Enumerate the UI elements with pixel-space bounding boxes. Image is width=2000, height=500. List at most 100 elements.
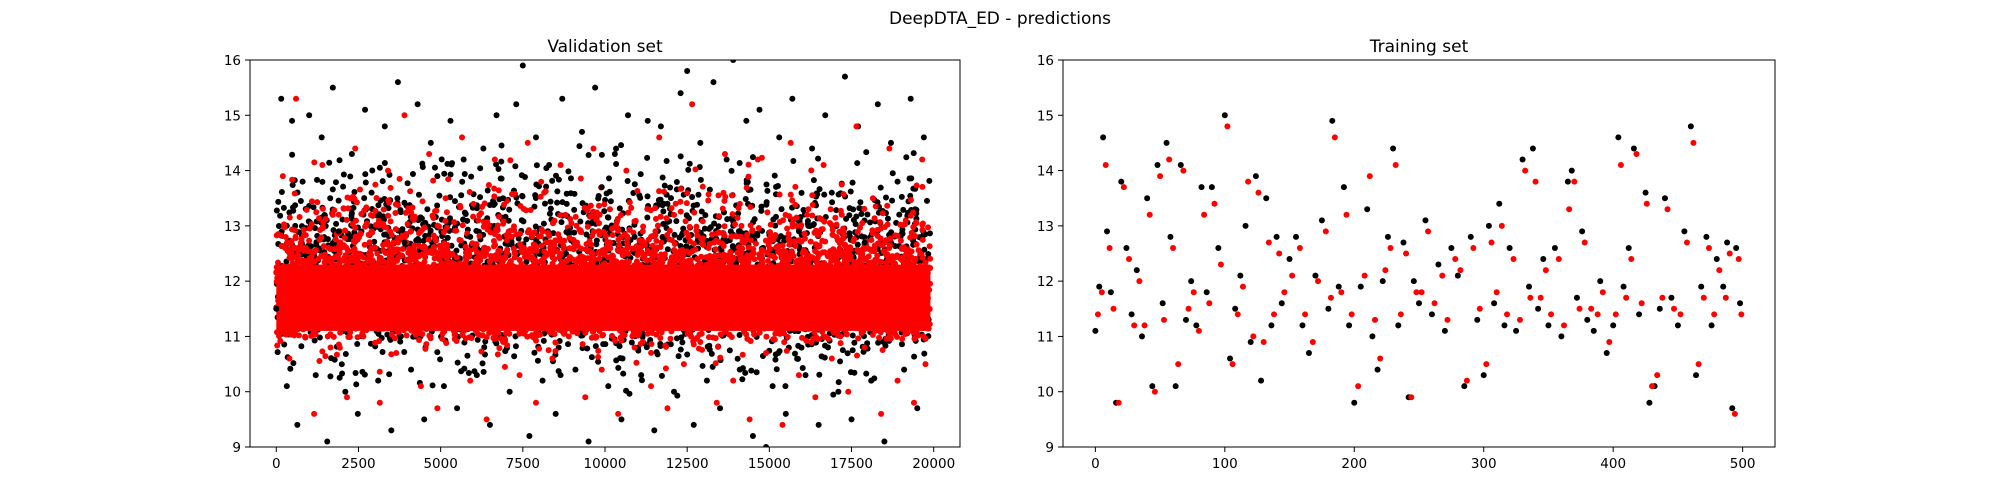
validation-background-point bbox=[479, 360, 486, 367]
validation-band-point bbox=[429, 212, 436, 219]
validation-background-point bbox=[684, 351, 691, 358]
validation-band-point bbox=[353, 199, 360, 206]
validation-band-point bbox=[601, 263, 608, 270]
validation-background-point bbox=[280, 204, 287, 211]
validation-band-point bbox=[869, 230, 876, 237]
validation-background-point bbox=[758, 207, 765, 214]
validation-band-point bbox=[590, 228, 597, 235]
validation-background-point bbox=[605, 214, 612, 221]
validation-background-point bbox=[829, 199, 836, 206]
validation-background-point bbox=[275, 198, 282, 205]
validation-background-point bbox=[327, 195, 334, 202]
validation-band-point bbox=[667, 335, 674, 342]
validation-background-point bbox=[849, 332, 856, 339]
validation-background-point bbox=[778, 206, 785, 213]
validation-band-point bbox=[567, 215, 574, 222]
validation-band-point bbox=[479, 203, 486, 210]
validation-background-point bbox=[362, 171, 369, 178]
validation-background-point bbox=[290, 360, 297, 367]
validation-band-point bbox=[809, 192, 816, 199]
validation-band-point bbox=[693, 223, 700, 230]
validation-band-point bbox=[509, 191, 516, 198]
validation-background-point bbox=[658, 372, 665, 379]
validation-background-point bbox=[588, 354, 595, 361]
validation-background-point bbox=[620, 370, 627, 377]
validation-band-point bbox=[306, 225, 313, 232]
validation-band-point bbox=[387, 184, 394, 191]
validation-background-point bbox=[702, 212, 709, 219]
validation-band-point bbox=[783, 347, 790, 354]
validation-band-point bbox=[315, 255, 322, 262]
validation-band-point bbox=[705, 191, 712, 198]
validation-background-point bbox=[359, 368, 366, 375]
validation-band-point bbox=[699, 218, 706, 225]
validation-background-point bbox=[397, 207, 404, 214]
validation-band-point bbox=[728, 192, 735, 199]
validation-background-point bbox=[667, 184, 674, 191]
validation-background-point bbox=[615, 364, 622, 371]
validation-background-point bbox=[335, 197, 342, 204]
validation-band-point bbox=[302, 232, 309, 239]
validation-band-point bbox=[721, 197, 728, 204]
validation-background-point bbox=[458, 368, 465, 375]
validation-background-point bbox=[281, 341, 288, 348]
validation-band-point bbox=[581, 204, 588, 211]
validation-band-point bbox=[809, 212, 816, 219]
validation-background-point bbox=[531, 349, 538, 356]
validation-background-point bbox=[533, 162, 540, 169]
validation-band-point bbox=[859, 220, 866, 227]
validation-band-point bbox=[445, 176, 452, 183]
validation-background-point bbox=[520, 218, 527, 225]
validation-band-point bbox=[766, 245, 773, 252]
validation-background-point bbox=[749, 154, 756, 161]
validation-background-point bbox=[843, 215, 850, 222]
validation-band-point bbox=[919, 226, 926, 233]
validation-band-point bbox=[439, 335, 446, 342]
validation-band-point bbox=[767, 221, 774, 228]
validation-background-point bbox=[384, 331, 391, 338]
validation-band-point bbox=[871, 215, 878, 222]
validation-background-point bbox=[753, 369, 760, 376]
validation-band-point bbox=[780, 217, 787, 224]
validation-background-point bbox=[764, 187, 771, 194]
validation-band-point bbox=[466, 189, 473, 196]
validation-band-point bbox=[767, 229, 774, 236]
validation-background-point bbox=[422, 232, 429, 239]
validation-band-point bbox=[456, 236, 463, 243]
validation-band-point bbox=[656, 188, 663, 195]
validation-band-point bbox=[409, 204, 416, 211]
validation-band-point bbox=[555, 265, 562, 272]
validation-band-point bbox=[734, 214, 741, 221]
validation-band-point bbox=[802, 248, 809, 255]
validation-background-point bbox=[863, 370, 870, 377]
validation-background-point bbox=[639, 333, 646, 340]
validation-band-point bbox=[805, 325, 812, 332]
validation-background-point bbox=[465, 369, 472, 376]
validation-band-point bbox=[644, 330, 651, 337]
validation-background-point bbox=[409, 170, 416, 177]
validation-band-point bbox=[380, 241, 387, 248]
validation-band-point bbox=[433, 207, 440, 214]
validation-background-point bbox=[835, 379, 842, 386]
validation-band-point bbox=[507, 157, 514, 164]
validation-band-point bbox=[281, 221, 288, 228]
validation-band-point bbox=[762, 237, 769, 244]
validation-background-point bbox=[742, 369, 749, 376]
validation-band-point bbox=[602, 233, 609, 240]
validation-background-point bbox=[683, 243, 690, 250]
validation-band-point bbox=[601, 201, 608, 208]
validation-background-point bbox=[351, 189, 358, 196]
validation-band-point bbox=[827, 206, 834, 213]
validation-band-point bbox=[372, 181, 379, 188]
validation-background-point bbox=[816, 371, 823, 378]
validation-background-point bbox=[667, 195, 674, 202]
validation-band-point bbox=[737, 233, 744, 240]
validation-background-point bbox=[480, 368, 487, 375]
validation-background-point bbox=[805, 222, 812, 229]
validation-background-point bbox=[624, 178, 631, 185]
validation-band-point bbox=[596, 255, 603, 262]
validation-band-point bbox=[431, 234, 438, 241]
validation-band-point bbox=[298, 236, 305, 243]
validation-band-point bbox=[748, 251, 755, 258]
validation-band-point bbox=[680, 252, 687, 259]
